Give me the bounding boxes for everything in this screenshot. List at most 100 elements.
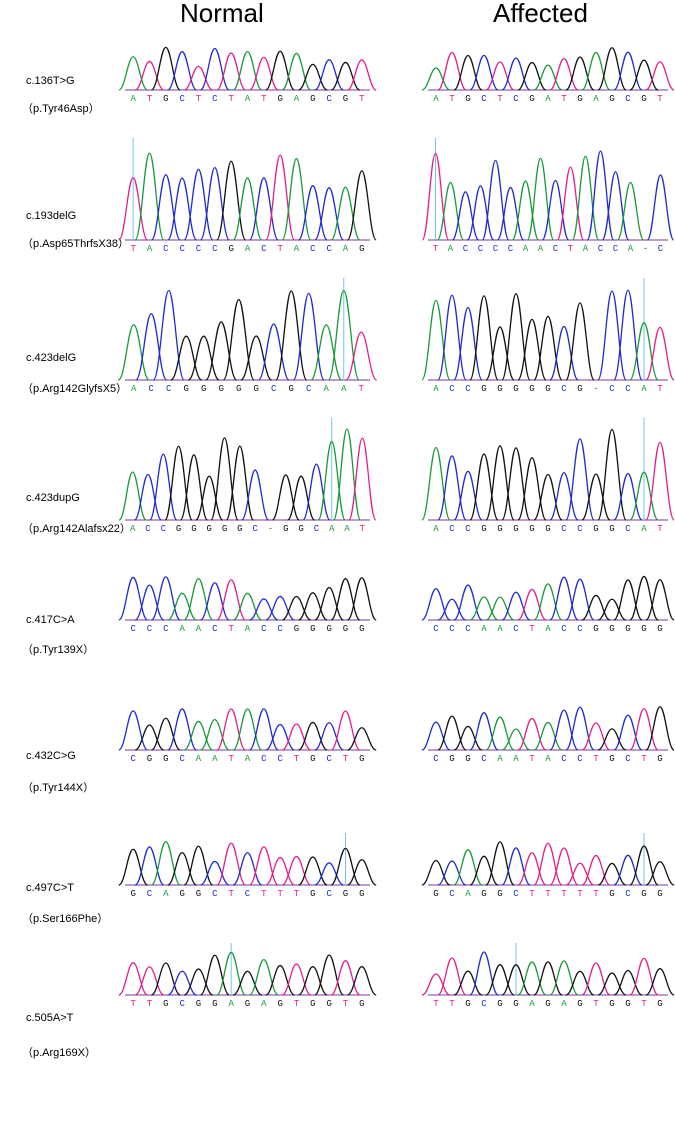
mutation-label: c.505A>T — [26, 1012, 74, 1024]
base-call: G — [513, 999, 518, 1009]
chromatogram-peak — [597, 728, 627, 751]
chromatogram-peak — [466, 185, 495, 241]
base-call: A — [196, 754, 202, 764]
base-call: T — [228, 754, 234, 764]
chromatogram-peak — [298, 592, 328, 621]
base-call: T — [529, 754, 535, 764]
chromatogram-peak — [281, 595, 312, 621]
chromatogram-peak — [549, 960, 579, 996]
base-call: A — [513, 754, 519, 764]
base-call: T — [261, 94, 267, 104]
base-call: C — [179, 754, 185, 764]
chromatogram-peak — [581, 473, 611, 521]
base-call: C — [212, 244, 218, 254]
chromatogram-peak — [581, 854, 611, 886]
base-call: T — [497, 94, 503, 104]
chromatogram-peak — [183, 577, 214, 621]
base-call: G — [513, 524, 518, 534]
base-call: G — [593, 624, 598, 634]
chromatogram-peak — [485, 964, 515, 996]
base-call: A — [529, 999, 535, 1009]
chromatogram-peak — [216, 579, 247, 621]
chromatogram-peak — [453, 306, 483, 381]
base-call: T — [228, 94, 234, 104]
base-call: G — [196, 889, 201, 899]
chromatogram-peak — [232, 852, 263, 886]
chromatogram-peak — [347, 859, 377, 886]
mutation-label: c.423delG — [26, 352, 77, 364]
chromatogram-peak — [597, 290, 627, 381]
base-call: C — [508, 244, 514, 254]
chromatogram-peak — [437, 598, 467, 621]
base-call: T — [130, 999, 136, 1009]
chromatogram-peak — [436, 181, 465, 241]
chromatogram-peak — [151, 962, 181, 996]
base-call: A — [344, 524, 350, 534]
chromatogram-peak — [485, 445, 515, 521]
chromatogram-peak — [170, 335, 203, 381]
chromatogram-peak — [616, 181, 645, 241]
chromatogram-peak — [327, 290, 360, 381]
base-call: G — [283, 524, 288, 534]
chromatogram-peak — [501, 447, 531, 521]
base-call: A — [448, 244, 454, 254]
base-call: - — [593, 384, 598, 394]
chromatogram-peak — [511, 180, 540, 241]
chromatogram-peak — [134, 584, 165, 621]
chromatogram-peak — [571, 155, 600, 241]
mutation-row: c.193delG （p.Asp65ThrfsX38） T A C C C C G A C T A C C A… — [0, 138, 675, 322]
base-call: G — [481, 889, 486, 899]
chromatogram-peak — [330, 960, 361, 996]
chromatogram-peak — [248, 177, 279, 241]
base-call: G — [545, 999, 550, 1009]
base-call: G — [609, 524, 614, 534]
base-call: A — [641, 524, 647, 534]
chromatogram-peak — [581, 962, 611, 996]
base-call: C — [326, 754, 332, 764]
base-call: G — [609, 94, 614, 104]
base-call: T — [545, 889, 551, 899]
chromatogram-peak — [613, 854, 643, 886]
chromatogram-peak — [629, 708, 659, 751]
chromatogram-peak — [421, 721, 451, 751]
base-call: G — [163, 999, 168, 1009]
chromatogram-peak — [150, 46, 181, 91]
base-call: T — [359, 384, 365, 394]
base-call: A — [481, 624, 487, 634]
chromatogram-peak — [164, 445, 193, 521]
base-call: C — [145, 524, 151, 534]
base-call: G — [326, 999, 331, 1009]
base-call: G — [191, 524, 196, 534]
chromatogram-peak — [485, 596, 515, 621]
chromatogram-peak — [597, 47, 627, 91]
base-call: G — [577, 384, 582, 394]
chromatogram-peak — [629, 471, 659, 521]
chromatogram-peak — [501, 728, 531, 751]
chromatogram-peak — [265, 154, 296, 241]
chromatogram-peak — [565, 862, 595, 886]
chromatogram-peak — [134, 724, 165, 751]
chromatogram-peak — [216, 951, 247, 996]
base-call: G — [609, 624, 614, 634]
base-call: A — [179, 624, 185, 634]
chromatogram-peak — [347, 59, 377, 91]
base-call: T — [261, 889, 267, 899]
base-call: T — [294, 754, 300, 764]
chromatogram-peak — [222, 298, 255, 381]
base-call: C — [314, 524, 320, 534]
chromatogram-peak — [281, 723, 312, 751]
base-call: A — [196, 624, 202, 634]
chromatogram-peak — [232, 592, 263, 621]
base-call: A — [341, 384, 347, 394]
base-call: T — [433, 999, 439, 1009]
chromatogram-peak — [205, 321, 238, 381]
chromatogram-peak — [453, 54, 483, 91]
base-call: C — [261, 754, 267, 764]
base-call: C — [130, 624, 136, 634]
base-call: A — [628, 244, 634, 254]
mutation-label: c.432C>G — [26, 750, 76, 762]
chromatogram-peak — [469, 855, 499, 886]
base-call: C — [561, 624, 567, 634]
